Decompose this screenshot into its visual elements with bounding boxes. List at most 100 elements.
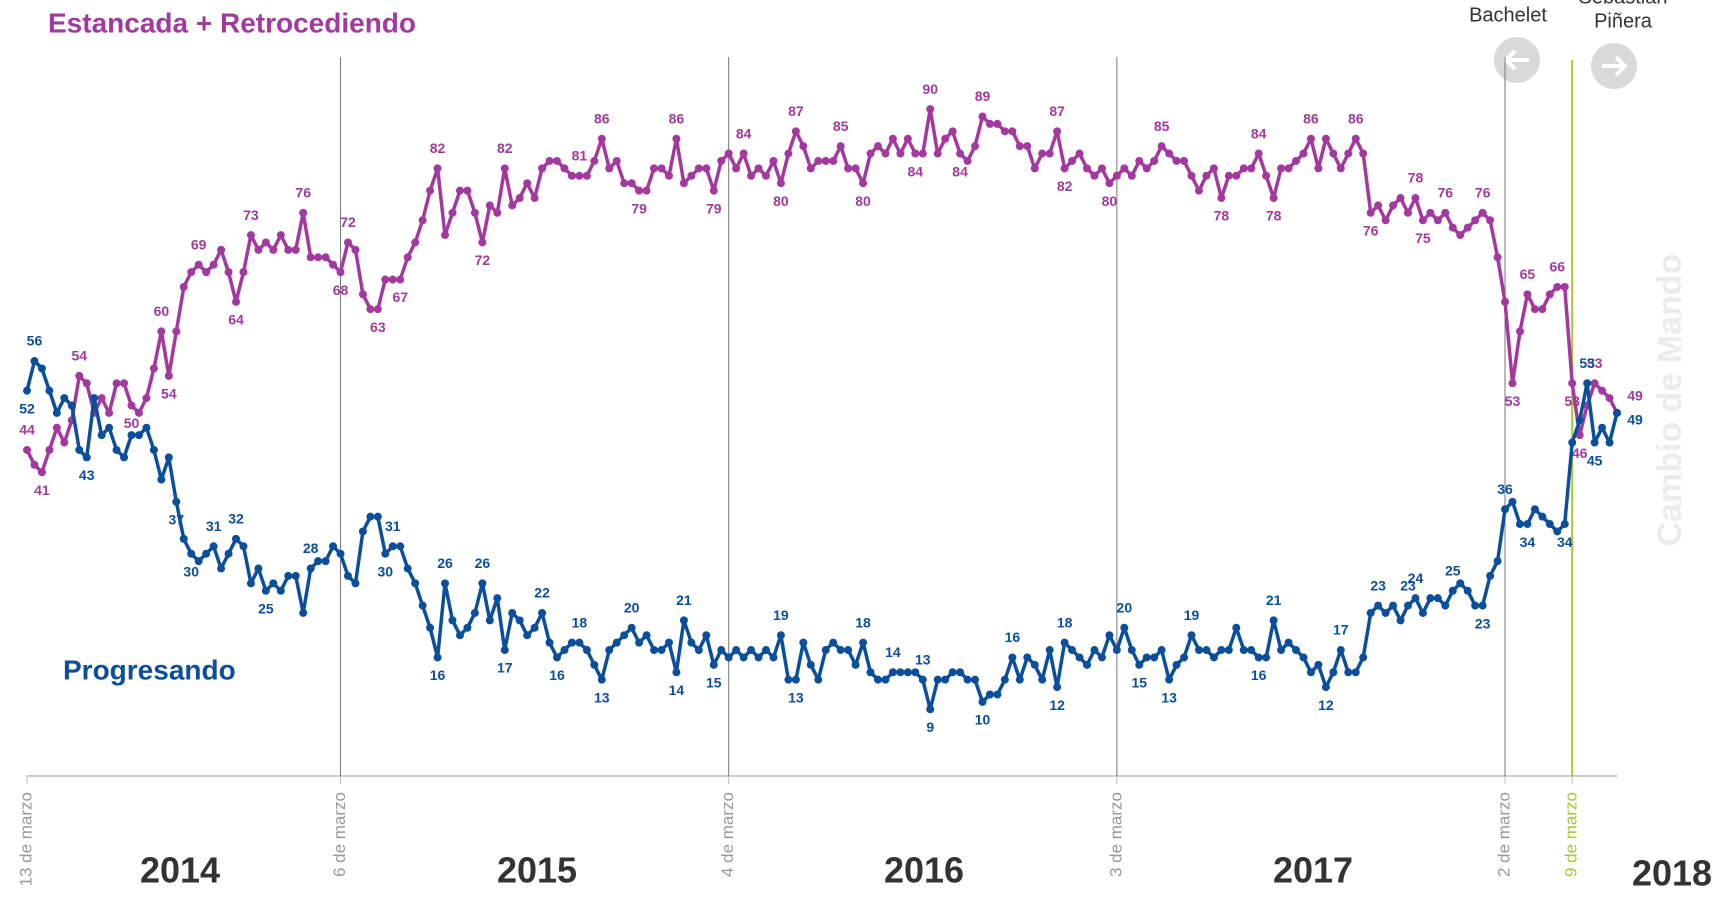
point [1426, 208, 1435, 217]
point [358, 290, 367, 299]
point [821, 646, 830, 655]
point [724, 149, 733, 158]
point [493, 208, 502, 217]
point [985, 690, 994, 699]
data-label: 13 [788, 689, 804, 705]
point [933, 149, 942, 158]
point [1165, 149, 1174, 158]
point [1202, 171, 1211, 180]
data-label: 22 [534, 585, 550, 601]
point [1277, 164, 1286, 173]
point [933, 675, 942, 684]
point [650, 164, 659, 173]
point [1553, 527, 1562, 536]
back-arrow[interactable] [1494, 37, 1540, 83]
point [239, 542, 248, 551]
data-label: 86 [594, 110, 610, 126]
point [254, 245, 263, 254]
point [873, 142, 882, 151]
point [1277, 646, 1286, 655]
point [478, 238, 487, 247]
point [67, 401, 76, 410]
point [1045, 646, 1054, 655]
point [351, 579, 360, 588]
point [1180, 156, 1189, 165]
data-label: 65 [1520, 266, 1536, 282]
point [1396, 194, 1405, 203]
data-label: 72 [340, 214, 356, 230]
data-label: 24 [1408, 570, 1424, 586]
point [1060, 638, 1069, 647]
point [657, 164, 666, 173]
point [217, 564, 226, 573]
point [941, 134, 950, 143]
point [1015, 675, 1024, 684]
point [776, 179, 785, 188]
point [396, 542, 405, 551]
point [545, 638, 554, 647]
forward-arrow[interactable] [1591, 43, 1637, 89]
point [799, 142, 808, 151]
point [284, 571, 293, 580]
point [1247, 164, 1256, 173]
point [1194, 646, 1203, 655]
point [1254, 149, 1263, 158]
point [963, 156, 972, 165]
point [1030, 164, 1039, 173]
data-label: 87 [1049, 103, 1065, 119]
point [1314, 660, 1323, 669]
point [1508, 497, 1517, 506]
point [314, 253, 323, 262]
point [426, 186, 435, 195]
point [709, 186, 718, 195]
point [134, 431, 143, 440]
point [172, 327, 181, 336]
point [590, 660, 599, 669]
data-label: 53 [1579, 355, 1595, 371]
point [1381, 608, 1390, 617]
point [582, 171, 591, 180]
point [918, 149, 927, 158]
point [1068, 646, 1077, 655]
point [1187, 631, 1196, 640]
point [1030, 660, 1039, 669]
point [321, 253, 330, 262]
point [1075, 653, 1084, 662]
point [1000, 675, 1009, 684]
point [612, 638, 621, 647]
point [1433, 594, 1442, 603]
point [1411, 594, 1420, 603]
point [903, 134, 912, 143]
data-label: 82 [430, 140, 446, 156]
point [567, 171, 576, 180]
point [336, 268, 345, 277]
point [500, 646, 509, 655]
data-label: 21 [676, 592, 692, 608]
point [896, 149, 905, 158]
point [1150, 653, 1159, 662]
point [851, 164, 860, 173]
point [657, 646, 666, 655]
point [866, 149, 875, 158]
point [261, 586, 270, 595]
point [1299, 149, 1308, 158]
point [1329, 149, 1338, 158]
data-label: 34 [1557, 534, 1573, 550]
point [179, 282, 188, 291]
data-label: 31 [206, 518, 222, 534]
point [1262, 171, 1271, 180]
point [463, 623, 472, 632]
data-label: 18 [1057, 614, 1073, 630]
point [470, 608, 479, 617]
president-label: Piñera [1594, 10, 1653, 32]
point [1053, 683, 1062, 692]
point [776, 631, 785, 640]
point [75, 371, 84, 380]
point [291, 571, 300, 580]
point [523, 179, 532, 188]
data-label: 23 [1400, 577, 1416, 593]
point [1224, 171, 1233, 180]
point [1344, 149, 1353, 158]
point [149, 445, 158, 454]
point [739, 149, 748, 158]
